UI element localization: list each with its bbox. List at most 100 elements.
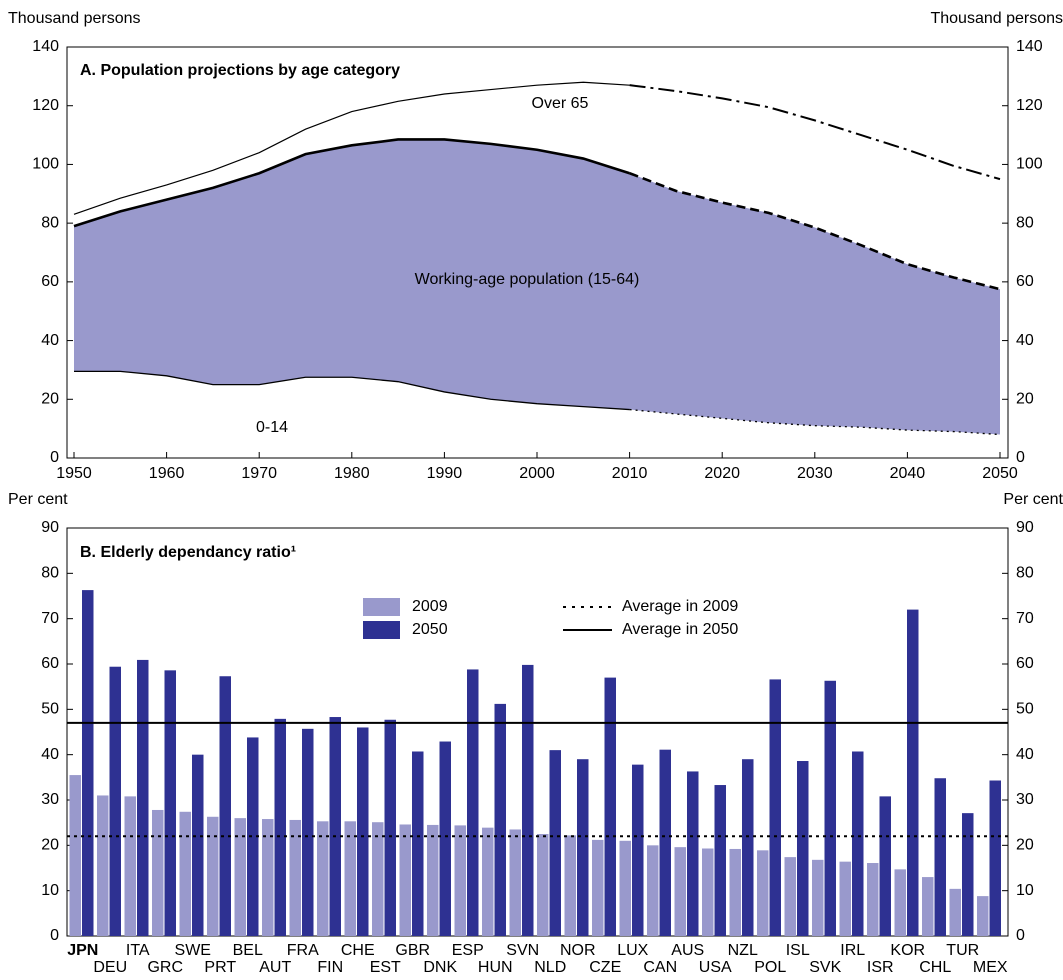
y2-axis-label: Thousand persons bbox=[930, 10, 1063, 27]
bar bbox=[907, 609, 919, 936]
projection-line bbox=[629, 84, 1001, 181]
bar bbox=[439, 741, 451, 936]
bar bbox=[577, 759, 589, 936]
bar bbox=[152, 809, 164, 936]
y-tick-label: 20 bbox=[41, 837, 59, 854]
x-tick-label: ESP bbox=[452, 942, 484, 959]
x-tick-label: CHL bbox=[919, 959, 951, 975]
y-tick-label: 20 bbox=[41, 391, 59, 408]
x-tick-label: AUT bbox=[259, 959, 291, 975]
bar bbox=[894, 869, 906, 936]
x-tick-label: ITA bbox=[126, 942, 150, 959]
y-tick-label: 10 bbox=[41, 882, 59, 899]
y-tick-label: 80 bbox=[41, 565, 59, 582]
series-line bbox=[73, 138, 630, 228]
x-tick-label: 2050 bbox=[982, 465, 1018, 482]
x-tick-label: TUR bbox=[946, 942, 979, 959]
legend-label: 2050 bbox=[412, 621, 448, 638]
bar bbox=[482, 827, 494, 936]
bar bbox=[647, 845, 659, 936]
bar bbox=[564, 835, 576, 936]
x-tick-label: FRA bbox=[287, 942, 319, 959]
x-tick-label: FIN bbox=[317, 959, 343, 975]
bar bbox=[454, 825, 466, 936]
x-tick-label: 2010 bbox=[612, 465, 648, 482]
bar bbox=[812, 859, 824, 936]
series-label: Working-age population (15-64) bbox=[415, 271, 640, 288]
bar bbox=[207, 816, 219, 936]
bar bbox=[97, 795, 109, 936]
x-tick-label: DEU bbox=[93, 959, 127, 975]
x-tick-label: GBR bbox=[395, 942, 430, 959]
x-tick-label: KOR bbox=[890, 942, 925, 959]
series-line bbox=[74, 370, 630, 411]
bar bbox=[467, 669, 479, 936]
y-tick-label: 40 bbox=[41, 746, 59, 763]
bar bbox=[949, 888, 961, 936]
bar bbox=[289, 819, 301, 936]
y-tick-label: 30 bbox=[41, 791, 59, 808]
projection-line bbox=[629, 172, 1001, 291]
bar bbox=[372, 822, 384, 936]
x-tick-label: GRC bbox=[147, 959, 183, 975]
bar bbox=[329, 717, 341, 936]
x-tick-label: 1970 bbox=[241, 465, 277, 482]
x-tick-label: 2020 bbox=[704, 465, 740, 482]
legend-swatch bbox=[363, 598, 400, 616]
y2-tick-label: 80 bbox=[1016, 214, 1034, 231]
bar bbox=[427, 824, 439, 936]
bar bbox=[317, 821, 329, 936]
x-tick-label: 2040 bbox=[890, 465, 926, 482]
y-tick-label: 60 bbox=[41, 273, 59, 290]
legend-label: Average in 2009 bbox=[622, 598, 738, 615]
chart-title: B. Elderly dependancy ratio¹ bbox=[80, 544, 296, 561]
y2-tick-label: 40 bbox=[1016, 746, 1034, 763]
bar bbox=[687, 771, 699, 936]
bar bbox=[977, 896, 989, 936]
x-tick-label: AUS bbox=[671, 942, 704, 959]
bar bbox=[192, 754, 204, 936]
bar bbox=[659, 749, 671, 936]
y-tick-label: 90 bbox=[41, 519, 59, 536]
x-tick-label: NZL bbox=[728, 942, 758, 959]
x-tick-label: USA bbox=[699, 959, 732, 975]
bar bbox=[757, 850, 769, 936]
bar bbox=[729, 848, 741, 936]
y2-tick-label: 50 bbox=[1016, 701, 1034, 718]
series-label: 0-14 bbox=[256, 419, 288, 436]
x-tick-label: LUX bbox=[617, 942, 648, 959]
y-tick-label: 100 bbox=[32, 156, 59, 173]
bar bbox=[234, 818, 246, 936]
y2-tick-label: 100 bbox=[1016, 156, 1043, 173]
y-tick-label: 140 bbox=[32, 38, 59, 55]
x-tick-label: SVK bbox=[809, 959, 841, 975]
y-tick-label: 50 bbox=[41, 701, 59, 718]
bar bbox=[824, 680, 836, 936]
bar bbox=[219, 676, 231, 936]
bar bbox=[989, 780, 1001, 936]
y2-tick-label: 10 bbox=[1016, 882, 1034, 899]
y2-tick-label: 20 bbox=[1016, 837, 1034, 854]
x-tick-label: PRT bbox=[204, 959, 236, 975]
bar bbox=[537, 834, 549, 936]
y2-tick-label: 60 bbox=[1016, 273, 1034, 290]
bar bbox=[852, 751, 864, 936]
y2-tick-label: 60 bbox=[1016, 655, 1034, 672]
x-tick-label: BEL bbox=[233, 942, 263, 959]
y-tick-label: 80 bbox=[41, 214, 59, 231]
x-tick-label: MEX bbox=[973, 959, 1008, 975]
bar bbox=[82, 590, 94, 936]
y-axis-label: Thousand persons bbox=[8, 10, 141, 27]
bar bbox=[164, 670, 176, 936]
bar bbox=[922, 877, 934, 936]
bar bbox=[549, 750, 561, 936]
y2-tick-label: 0 bbox=[1016, 449, 1025, 466]
legend-label: Average in 2050 bbox=[622, 621, 738, 638]
x-tick-label: NOR bbox=[560, 942, 596, 959]
bar bbox=[784, 857, 796, 936]
bar bbox=[302, 728, 314, 936]
x-tick-label: CZE bbox=[589, 959, 621, 975]
x-tick-label: POL bbox=[754, 959, 786, 975]
bar bbox=[262, 819, 274, 936]
